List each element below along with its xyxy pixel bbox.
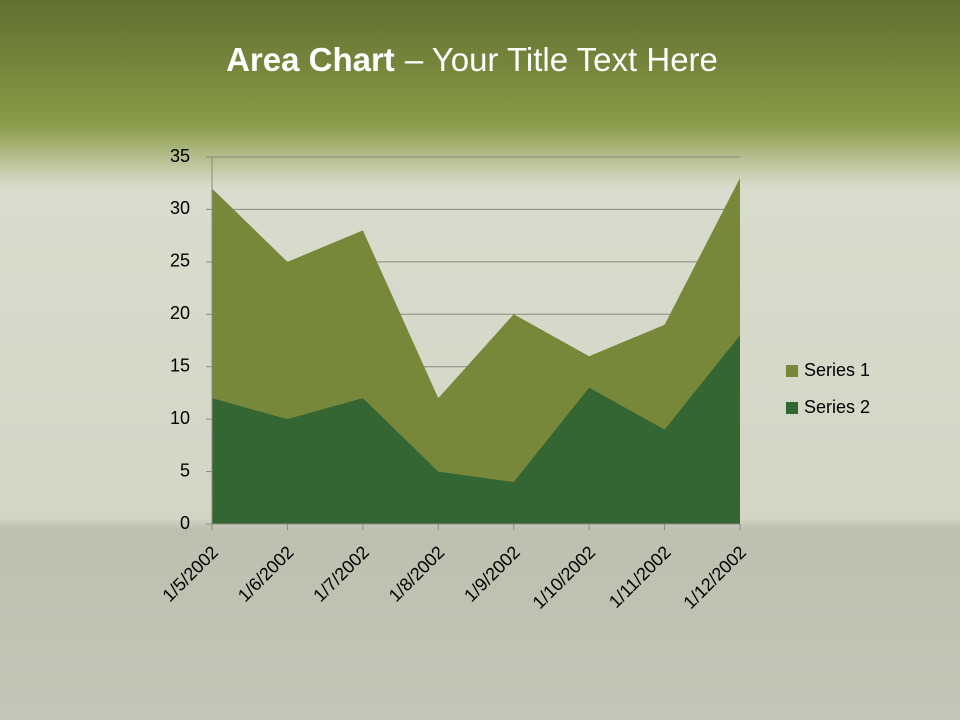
y-tick-label: 30	[170, 198, 190, 218]
area	[212, 335, 740, 524]
title-rest: – Your Title Text Here	[405, 41, 718, 78]
legend-swatch	[786, 365, 798, 377]
y-tick-label: 25	[170, 251, 190, 271]
y-tick-label: 10	[170, 408, 190, 428]
y-tick-label: 15	[170, 355, 190, 375]
legend-label: Series 2	[804, 397, 870, 417]
y-tick-label: 0	[180, 513, 190, 533]
legend-label: Series 1	[804, 360, 870, 380]
title-bold: Area Chart	[226, 41, 395, 78]
legend-swatch	[786, 402, 798, 414]
y-tick-label: 20	[170, 303, 190, 323]
y-tick-label: 35	[170, 146, 190, 166]
y-tick-label: 5	[180, 460, 190, 480]
chart-title: Area Chart – Your Title Text Here	[226, 41, 718, 78]
